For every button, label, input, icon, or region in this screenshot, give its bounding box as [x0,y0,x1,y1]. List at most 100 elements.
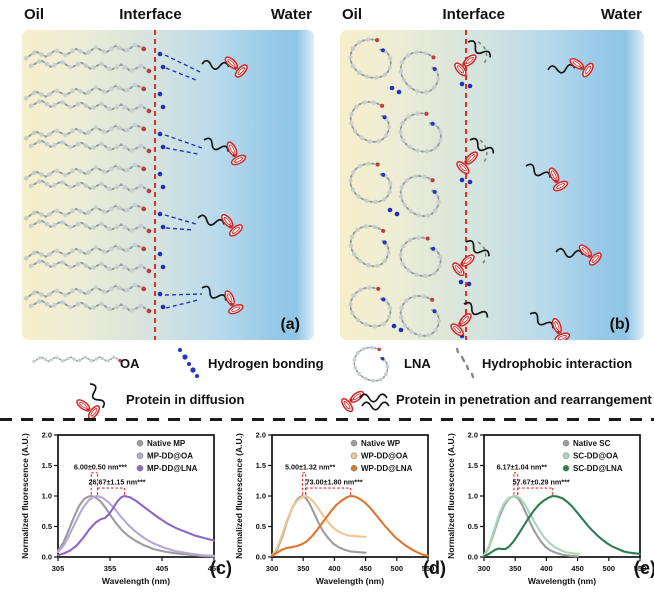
hydrogen-bond-dots [157,51,166,310]
annotation-text: 6.17±1.04 nm** [497,462,547,471]
panel-b-tag: (b) [609,316,630,333]
x-axis-label: Wavelength (nm) [102,576,170,586]
lna-monolayer [347,36,444,337]
series-WP-DD@LNA [270,494,430,557]
oil-label: Oil [342,6,363,23]
oa-chain-icon [32,355,124,365]
x-tick-label: 450 [359,564,372,573]
chart-d-tag: (d) [423,558,446,578]
series-WP-DD@OA [270,494,367,557]
hydrogen-bonds [164,54,203,309]
x-tick-label: 550 [422,564,435,573]
y-tick-label: 0.0 [468,553,478,562]
y-tick-label: 0.5 [42,522,52,531]
panel-a-tag: (a) [280,316,300,333]
lna-legend-label: LNA [404,356,431,371]
panel-a-header: Oil Interface Water [22,4,314,30]
protein-penetration-icon [338,388,390,415]
y-axis-label: Normalized fluorescence (A.U.) [234,433,244,559]
chart-d: 0.0 0.5 1.0 1.5 2.0 300 350 400 450 500 550 Wavelen… [232,425,446,603]
y-tick-label: 2.0 [256,431,266,440]
oa-legend-label: OA [120,356,140,371]
x-tick-label: 305 [52,564,65,573]
chart-e-plot: 0.0 0.5 1.0 1.5 2.0 300 350 400 450 500 550 Wavelen… [446,431,647,586]
panel-a-canvas: (a) [22,30,314,340]
x-tick-label: 455 [208,564,221,573]
hydrophobic-interaction-icon [455,347,475,379]
oil-label: Oil [24,6,45,23]
panel-b-art [340,30,644,340]
annotation-text: 6.00±0.50 nm*** [74,462,127,471]
hydrogen-bond-dots [387,85,404,333]
hydrogen-bonding-legend-label: Hydrogen bonding [208,356,324,371]
charts-row: 0.0 0.5 1.0 1.5 2.0 305 355 405 455 Wavelength (n… [0,425,654,603]
panel-a-art [22,30,314,340]
annotation-text: 57.67±0.29 nm*** [513,478,570,487]
series-MP-DD@LNA [56,494,216,557]
legend-marker [136,439,144,447]
y-tick-label: 0.5 [468,522,478,531]
annotation-text: 5.00±1.32 nm** [285,462,335,471]
interface-label: Interface [119,6,182,23]
x-tick-label: 405 [156,564,169,573]
x-tick-label: 400 [540,564,553,573]
x-tick-label: 400 [328,564,341,573]
legend-marker [136,452,144,460]
chart-c-plot: 0.0 0.5 1.0 1.5 2.0 305 355 405 455 Wavelength (n… [20,431,221,586]
legend-entry: MP-DD@OA [147,452,193,461]
y-tick-label: 1.5 [256,461,266,470]
chart-e-tag: (e) [634,558,654,578]
dashed-divider [0,418,654,421]
legend-entry: WP-DD@LNA [361,464,413,473]
legend-entry: Native WP [361,439,401,448]
y-tick-label: 1.0 [256,492,266,501]
legend-entry: SC-DD@LNA [573,464,623,473]
proteins-in-diffusion [197,51,251,318]
x-tick-label: 300 [266,564,279,573]
proteins-in-water [522,50,605,340]
series-MP-DD@OA [56,494,216,557]
chart-d-plot: 0.0 0.5 1.0 1.5 2.0 300 350 400 450 500 550 Wavelen… [234,431,435,586]
legend-entry: WP-DD@OA [361,452,408,461]
water-label: Water [600,6,642,23]
chart-c-tag: (c) [210,558,232,578]
y-tick-label: 2.0 [42,431,52,440]
annotation-text: 73.00±1.80 nm*** [306,478,363,487]
chart-c: 0.0 0.5 1.0 1.5 2.0 305 355 405 455 Wavelength (n… [18,425,232,603]
legend-marker [136,464,144,472]
series-SC-DD@LNA [482,494,642,558]
protein-penetration-legend-label: Protein in penetration and rearrangement [396,392,652,407]
panel-b-header: Oil Interface Water [340,4,644,30]
panel-b: Oil Interface Water [340,4,644,340]
y-axis-label: Normalized fluorescence (A.U.) [20,433,30,559]
x-tick-label: 550 [634,564,647,573]
x-tick-label: 500 [603,564,616,573]
legend-marker [350,439,358,447]
x-tick-label: 500 [391,564,404,573]
legend-entry: MP-DD@LNA [147,464,198,473]
panel-a: Oil Interface Water [22,4,314,340]
y-axis-label: Normalized fluorescence (A.U.) [446,433,456,559]
hydrophobic-legend-label: Hydrophobic interaction [482,356,633,371]
x-axis-label: Wavelength (nm) [528,576,596,586]
legend-marker [562,439,570,447]
x-axis-label: Wavelength (nm) [316,576,384,586]
hydrophobic-interactions [477,41,488,266]
chart-e: 0.0 0.5 1.0 1.5 2.0 300 350 400 450 500 550 Wavelen… [444,425,654,603]
y-tick-label: 1.0 [468,492,478,501]
hydrogen-bond-icon [178,348,199,378]
x-tick-label: 350 [297,564,310,573]
molecule-legend: OA Hydrogen bonding Protein in diffusion… [0,340,654,425]
legend-marker [562,464,570,472]
legend-entry: Native MP [147,439,186,448]
y-tick-label: 0.5 [256,522,266,531]
panel-b-canvas: (b) [340,30,644,340]
series-Native SC [482,494,579,558]
interface-label: Interface [442,6,506,23]
series-Native MP [56,494,216,558]
series-SC-DD@OA [482,494,580,557]
legend-marker [350,452,358,460]
x-tick-label: 355 [104,564,117,573]
legend-entry: Native SC [573,439,611,448]
legend-marker [350,464,358,472]
